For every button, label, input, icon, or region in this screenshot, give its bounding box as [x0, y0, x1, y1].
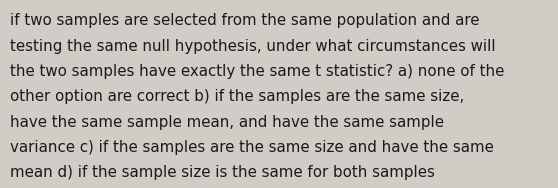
Text: mean d) if the sample size is the same for both samples: mean d) if the sample size is the same f… — [10, 165, 435, 180]
Text: testing the same null hypothesis, under what circumstances will: testing the same null hypothesis, under … — [10, 39, 496, 54]
Text: variance c) if the samples are the same size and have the same: variance c) if the samples are the same … — [10, 140, 494, 155]
Text: if two samples are selected from the same population and are: if two samples are selected from the sam… — [10, 13, 479, 28]
Text: the two samples have exactly the same t statistic? a) none of the: the two samples have exactly the same t … — [10, 64, 504, 79]
Text: have the same sample mean, and have the same sample: have the same sample mean, and have the … — [10, 115, 444, 130]
Text: other option are correct b) if the samples are the same size,: other option are correct b) if the sampl… — [10, 89, 464, 104]
